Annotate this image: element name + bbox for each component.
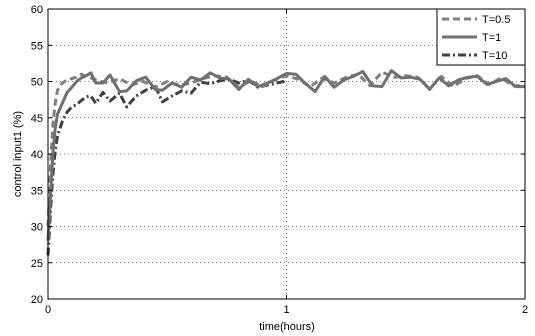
y-tick-label: 55 <box>31 40 43 52</box>
y-tick-label: 30 <box>31 222 43 234</box>
legend-label: T=10 <box>482 50 507 62</box>
grid <box>48 9 525 299</box>
y-tick-label: 60 <box>31 4 43 16</box>
y-tick-label: 50 <box>31 77 43 89</box>
y-tick-label: 20 <box>31 294 43 306</box>
axes <box>47 8 526 300</box>
series-lines <box>46 69 525 256</box>
y-tick-label: 45 <box>31 113 43 125</box>
x-tick-label: 0 <box>45 304 51 316</box>
y-tick-label: 40 <box>31 149 43 161</box>
y-tick-label: 35 <box>31 185 43 197</box>
x-tick-label: 2 <box>522 304 528 316</box>
series-line-t-1 <box>46 69 525 242</box>
x-axis-title: time(hours) <box>259 321 315 333</box>
legend-label: T=1 <box>482 32 501 44</box>
y-tick-label: 25 <box>31 258 43 270</box>
legend: T=0.5 T=1 T=10 <box>436 8 526 66</box>
y-axis-title: control input1 (%) <box>12 111 24 197</box>
x-tick-label: 1 <box>283 304 289 316</box>
legend-label: T=0.5 <box>482 14 510 26</box>
tick-labels: 20 25 30 35 40 45 50 55 60 0 1 2 <box>31 4 528 316</box>
series-line-t-10 <box>46 77 287 256</box>
